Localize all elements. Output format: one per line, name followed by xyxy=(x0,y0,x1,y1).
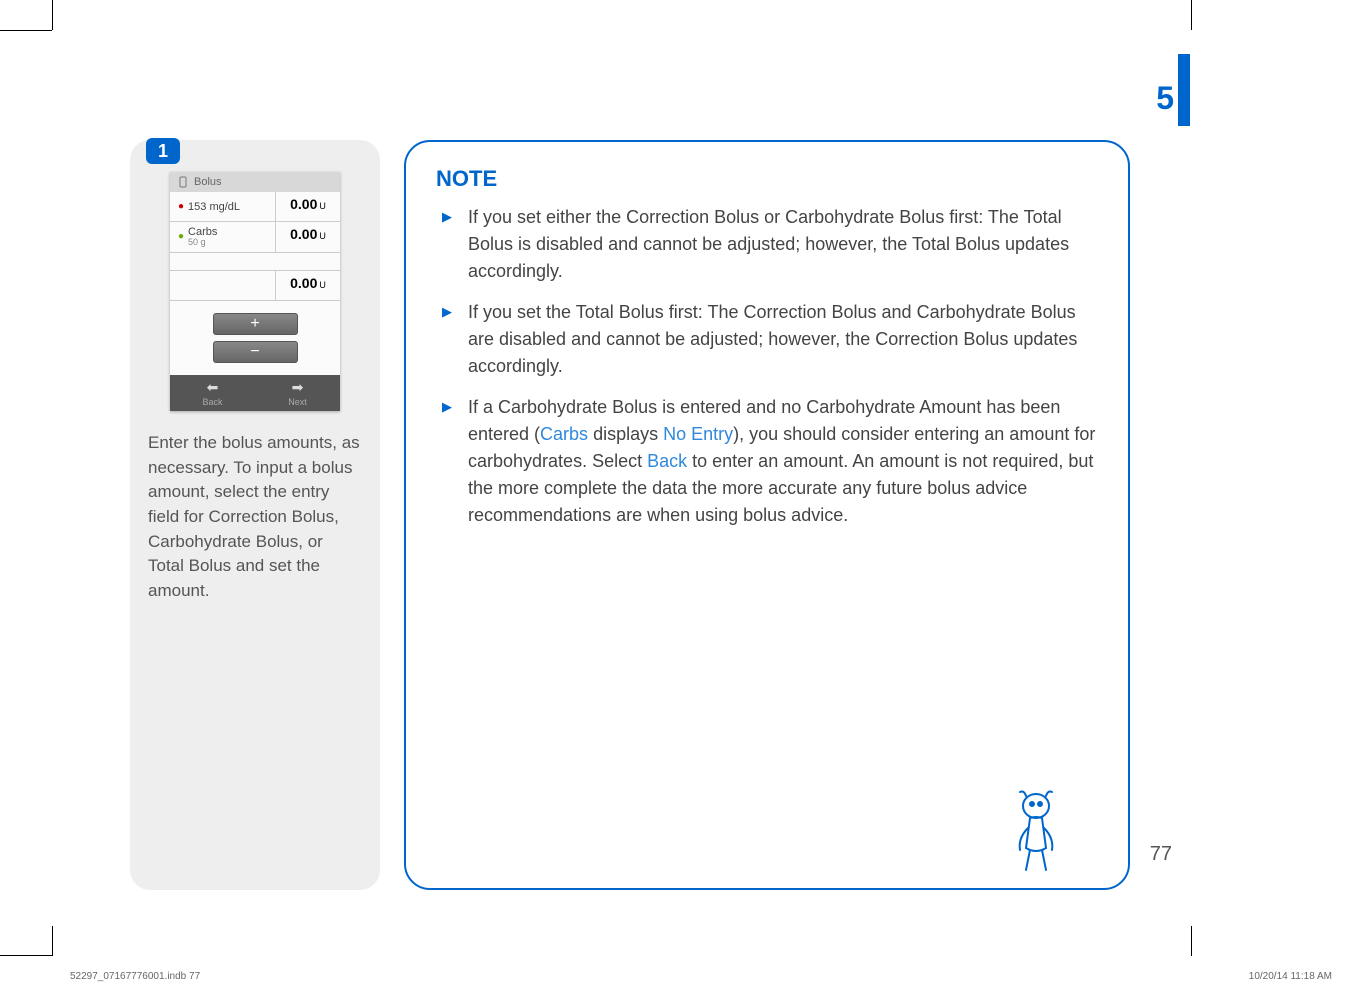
step-badge: 1 xyxy=(146,138,180,164)
device-nav-bar: ⬅ Back ➡ Next xyxy=(170,375,340,411)
bg-row: ● 153 mg/dL 0.00 U xyxy=(170,192,340,222)
device-screenshot: Bolus ● 153 mg/dL 0.00 U ● xyxy=(170,172,340,411)
carbs-row: ● Carbs 50 g 0.00 U xyxy=(170,222,340,253)
pump-icon xyxy=(178,176,188,188)
total-bolus-field[interactable]: 0.00 U xyxy=(275,271,340,300)
crop-mark xyxy=(1191,926,1192,956)
note-carbs-keyword: Carbs xyxy=(540,424,588,444)
back-arrow-icon: ⬅ xyxy=(207,379,219,396)
chapter-number: 5 xyxy=(1156,80,1174,117)
bg-value: 153 mg/dL xyxy=(188,201,240,213)
footer-filename: 52297_07167776001.indb 77 xyxy=(70,971,200,982)
note-item-text: If you set either the Correction Bolus o… xyxy=(468,207,1069,281)
instruction-text: Enter the bolus amounts, as necessary. T… xyxy=(148,431,362,603)
crop-mark xyxy=(1191,0,1192,30)
device-header: Bolus xyxy=(170,172,340,192)
note-back-keyword: Back xyxy=(647,451,687,471)
crop-mark xyxy=(52,0,53,30)
step-panel: 1 Bolus ● 153 mg/dL 0.00 U xyxy=(130,140,380,890)
footer-timestamp: 10/20/14 11:18 AM xyxy=(1249,971,1332,982)
back-button[interactable]: ⬅ Back xyxy=(170,375,255,411)
next-label: Next xyxy=(288,397,307,407)
correction-unit: U xyxy=(319,201,326,211)
total-value: 0.00 xyxy=(290,275,317,291)
note-title: NOTE xyxy=(436,166,1098,192)
note-item: ▶ If you set the Total Bolus first: The … xyxy=(436,299,1098,380)
spacer-row xyxy=(170,253,340,271)
carb-bolus-field[interactable]: 0.00 U xyxy=(275,222,340,252)
total-row: 0.00 U xyxy=(170,271,340,301)
carbs-cell: ● Carbs 50 g xyxy=(170,222,275,252)
correction-bolus-field[interactable]: 0.00 U xyxy=(275,192,340,221)
total-unit: U xyxy=(319,280,326,290)
bullet-icon: ▶ xyxy=(442,397,452,417)
page-container: 5 77 1 Bolus ● 153 mg/dL 0.00 U xyxy=(0,0,1362,996)
bullet-icon: ▶ xyxy=(442,302,452,322)
note-noentry-keyword: No Entry xyxy=(663,424,733,444)
back-label: Back xyxy=(202,397,222,407)
plus-minus-group: + − xyxy=(170,301,340,375)
note-list: ▶ If you set either the Correction Bolus… xyxy=(436,204,1098,529)
blood-drop-icon: ● xyxy=(178,201,184,212)
bullet-icon: ▶ xyxy=(442,207,452,227)
crop-mark xyxy=(52,926,53,956)
note-item: ▶ If you set either the Correction Bolus… xyxy=(436,204,1098,285)
plus-button[interactable]: + xyxy=(213,313,298,335)
page-number: 77 xyxy=(1150,843,1172,866)
note-item-text-b: displays xyxy=(588,424,663,444)
chapter-tab xyxy=(1178,54,1190,126)
carbs-label-group: Carbs 50 g xyxy=(188,226,217,248)
next-arrow-icon: ➡ xyxy=(292,379,304,396)
carb-bolus-value: 0.00 xyxy=(290,226,317,242)
total-cell xyxy=(170,271,275,300)
device-title: Bolus xyxy=(194,176,222,188)
note-item-text: If you set the Total Bolus first: The Co… xyxy=(468,302,1077,376)
minus-button[interactable]: − xyxy=(213,341,298,363)
carbs-amount: 50 g xyxy=(188,238,217,248)
content-area: 1 Bolus ● 153 mg/dL 0.00 U xyxy=(130,140,1130,890)
apple-icon: ● xyxy=(178,231,184,242)
crop-mark xyxy=(0,30,52,31)
note-item: ▶ If a Carbohydrate Bolus is entered and… xyxy=(436,394,1098,529)
correction-value: 0.00 xyxy=(290,196,317,212)
carb-bolus-unit: U xyxy=(319,231,326,241)
mascot-illustration xyxy=(998,788,1068,878)
next-button[interactable]: ➡ Next xyxy=(255,375,340,411)
crop-mark xyxy=(0,955,52,956)
note-box: NOTE ▶ If you set either the Correction … xyxy=(404,140,1130,890)
bg-cell: ● 153 mg/dL xyxy=(170,192,275,221)
